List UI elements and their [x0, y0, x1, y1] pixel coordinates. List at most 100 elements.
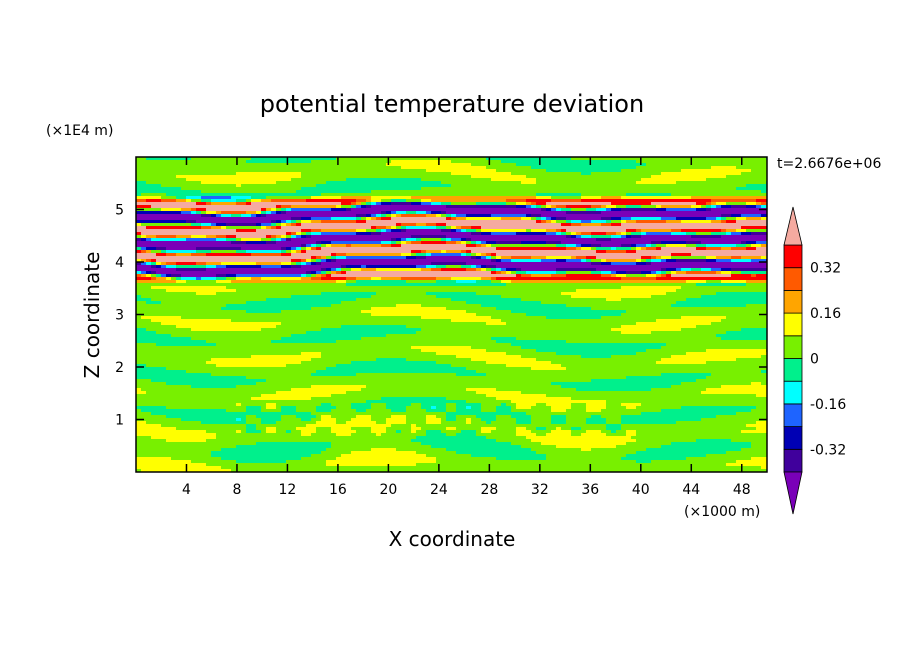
contour-cell [466, 223, 472, 227]
contour-cell [321, 214, 327, 218]
contour-cell [336, 175, 342, 179]
contour-cell [151, 244, 157, 248]
contour-cell [411, 169, 417, 173]
contour-cell [191, 172, 197, 176]
contour-cell [336, 274, 342, 278]
contour-cell [186, 205, 192, 209]
contour-cell [426, 172, 432, 176]
contour-cell [671, 208, 677, 212]
contour-cell [606, 211, 612, 215]
contour-cell [421, 253, 427, 257]
contour-cell [596, 193, 602, 197]
contour-cell [171, 193, 177, 197]
contour-cell [546, 241, 552, 245]
contour-cell [371, 244, 377, 248]
contour-cell [361, 199, 367, 203]
contour-cell [166, 202, 172, 206]
contour-cell [521, 181, 527, 185]
contour-cell [166, 247, 172, 251]
contour-cell [376, 178, 382, 182]
contour-cell [666, 196, 672, 200]
contour-cell [286, 238, 292, 242]
contour-cell [396, 226, 402, 230]
contour-cell [671, 214, 677, 218]
contour-cell [311, 253, 317, 257]
contour-cell [441, 175, 447, 179]
contour-cell [416, 169, 422, 173]
contour-cell [286, 241, 292, 245]
contour-cell [246, 163, 252, 167]
contour-cell [741, 184, 747, 188]
contour-cell [326, 160, 332, 164]
contour-cell [376, 160, 382, 164]
contour-cell [536, 253, 542, 257]
contour-cell [521, 226, 527, 230]
contour-cell [721, 238, 727, 242]
contour-cell [541, 190, 547, 194]
contour-cell [256, 202, 262, 206]
contour-cell [451, 208, 457, 212]
contour-cell [366, 241, 372, 245]
contour-cell [276, 217, 282, 221]
contour-cell [191, 208, 197, 212]
contour-cell [751, 214, 757, 218]
contour-cell [216, 199, 222, 203]
contour-cell [676, 244, 682, 248]
contour-cell [141, 217, 147, 221]
contour-cell [516, 178, 522, 182]
contour-cell [336, 244, 342, 248]
contour-cell [596, 172, 602, 176]
contour-cell [511, 220, 517, 224]
contour-cell [601, 214, 607, 218]
contour-cell [211, 235, 217, 239]
contour-cell [161, 229, 167, 233]
contour-cell [376, 208, 382, 212]
contour-cell [381, 187, 387, 191]
contour-cell [321, 223, 327, 227]
contour-cell [696, 247, 702, 251]
contour-cell [221, 271, 227, 275]
contour-cell [236, 229, 242, 233]
contour-cell [281, 274, 287, 278]
contour-cell [446, 187, 452, 191]
contour-cell [426, 169, 432, 173]
contour-cell [351, 214, 357, 218]
contour-cell [751, 184, 757, 188]
contour-cell [186, 217, 192, 221]
contour-cell [621, 238, 627, 242]
contour-cell [511, 223, 517, 227]
contour-cell [461, 181, 467, 185]
contour-cell [561, 199, 567, 203]
contour-cell [521, 205, 527, 209]
contour-cell [321, 157, 327, 161]
contour-cell [676, 166, 682, 170]
contour-cell [351, 259, 357, 263]
contour-cell [666, 244, 672, 248]
contour-cell [551, 229, 557, 233]
contour-cell [201, 217, 207, 221]
contour-cell [696, 238, 702, 242]
contour-cell [326, 157, 332, 161]
contour-cell [676, 253, 682, 257]
contour-cell [201, 181, 207, 185]
contour-cell [216, 205, 222, 209]
contour-cell [386, 244, 392, 248]
contour-cell [406, 238, 412, 242]
contour-cell [501, 268, 507, 272]
contour-cell [691, 190, 697, 194]
contour-cell [341, 205, 347, 209]
contour-cell [406, 229, 412, 233]
contour-cell [361, 235, 367, 239]
contour-cell [211, 193, 217, 197]
contour-cell [296, 226, 302, 230]
contour-cell [201, 205, 207, 209]
contour-cell [141, 202, 147, 206]
contour-cell [426, 184, 432, 188]
contour-cell [386, 166, 392, 170]
contour-cell [551, 220, 557, 224]
contour-cell [206, 268, 212, 272]
contour-cell [511, 268, 517, 272]
contour-cell [431, 268, 437, 272]
contour-cell [686, 214, 692, 218]
contour-cell [476, 208, 482, 212]
